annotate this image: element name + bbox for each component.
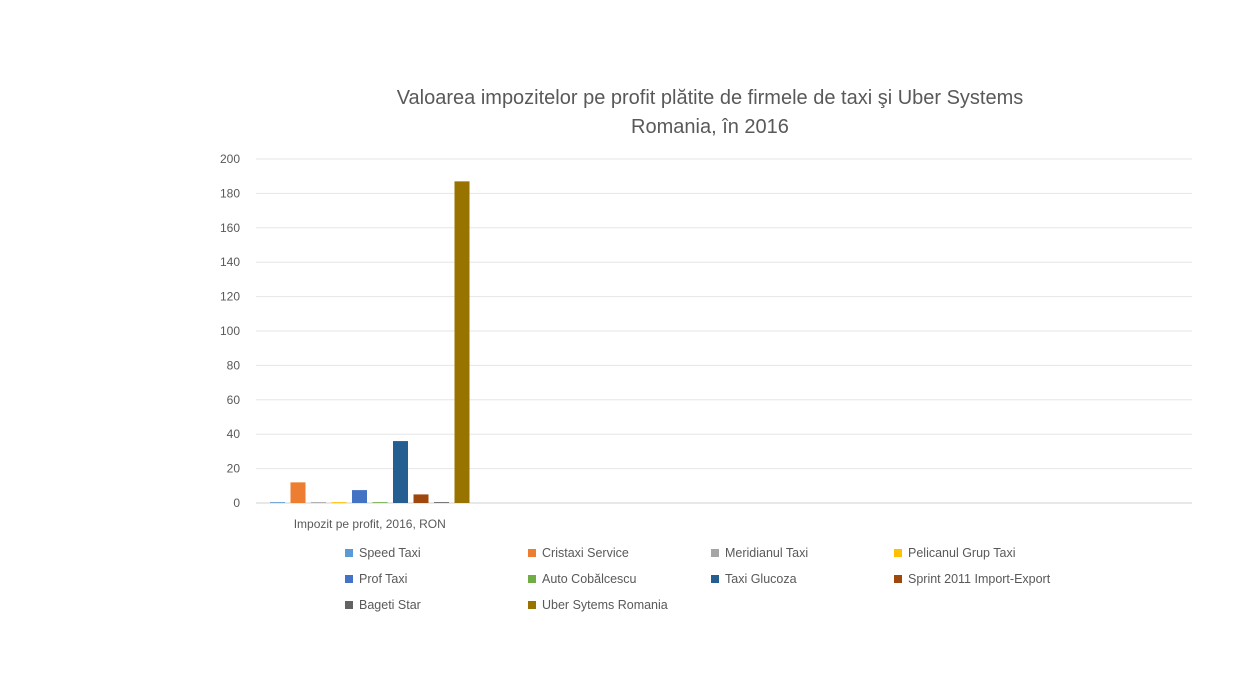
legend-label: Bageti Star bbox=[359, 598, 421, 612]
legend-item: Taxi Glucoza bbox=[711, 570, 894, 588]
y-tick-label: 100 bbox=[220, 324, 240, 338]
chart-title: Valoarea impozitelor pe profit plătite d… bbox=[300, 84, 1120, 142]
y-tick-label: 200 bbox=[220, 152, 240, 166]
bar bbox=[413, 494, 429, 503]
legend-label: Pelicanul Grup Taxi bbox=[908, 546, 1016, 560]
legend-item: Uber Sytems Romania bbox=[528, 596, 711, 614]
y-tick-label: 60 bbox=[227, 393, 241, 407]
bar bbox=[393, 441, 408, 503]
legend-label: Uber Sytems Romania bbox=[542, 598, 668, 612]
legend-item: Prof Taxi bbox=[345, 570, 528, 588]
bar bbox=[290, 482, 306, 503]
legend-item: Speed Taxi bbox=[345, 544, 528, 562]
legend-item: Auto Cobălcescu bbox=[528, 570, 711, 588]
legend-label: Taxi Glucoza bbox=[725, 572, 797, 586]
bar bbox=[434, 502, 449, 503]
chart-title-line-2: Romania, în 2016 bbox=[631, 116, 789, 138]
bar bbox=[454, 181, 470, 504]
legend-swatch bbox=[345, 601, 353, 609]
legend-item: Pelicanul Grup Taxi bbox=[894, 544, 1114, 562]
y-tick-label: 120 bbox=[220, 290, 240, 304]
y-tick-label: 40 bbox=[227, 427, 241, 441]
chart-title-line-1: Valoarea impozitelor pe profit plătite d… bbox=[396, 87, 1024, 109]
legend-label: Auto Cobălcescu bbox=[542, 572, 637, 586]
legend-label: Prof Taxi bbox=[359, 572, 408, 586]
legend-swatch bbox=[894, 549, 902, 557]
legend-label: Speed Taxi bbox=[359, 546, 421, 560]
legend-swatch bbox=[528, 575, 536, 583]
y-tick-label: 140 bbox=[220, 255, 240, 269]
legend-label: Meridianul Taxi bbox=[725, 546, 809, 560]
x-tick-label: Impozit pe profit, 2016, RON bbox=[294, 517, 446, 531]
bar bbox=[352, 490, 367, 503]
bar bbox=[372, 502, 388, 503]
bar bbox=[270, 502, 285, 503]
legend-swatch bbox=[345, 549, 353, 557]
legend-label: Sprint 2011 Import-Export bbox=[908, 572, 1051, 586]
legend-swatch bbox=[528, 549, 536, 557]
legend-swatch bbox=[528, 601, 536, 609]
legend-swatch bbox=[711, 549, 719, 557]
legend: Speed Taxi Cristaxi Service Meridianul Tax… bbox=[345, 544, 1125, 614]
legend-item: Meridianul Taxi bbox=[711, 544, 894, 562]
legend-swatch bbox=[345, 575, 353, 583]
y-tick-label: 0 bbox=[233, 496, 240, 510]
legend-label: Cristaxi Service bbox=[542, 546, 629, 560]
y-tick-label: 80 bbox=[227, 358, 241, 372]
legend-item: Sprint 2011 Import-Export bbox=[894, 570, 1114, 588]
y-tick-label: 160 bbox=[220, 221, 240, 235]
legend-swatch bbox=[894, 575, 902, 583]
bar bbox=[311, 502, 326, 503]
y-tick-label: 180 bbox=[220, 186, 240, 200]
legend-item: Cristaxi Service bbox=[528, 544, 711, 562]
bar bbox=[331, 502, 347, 503]
legend-swatch bbox=[711, 575, 719, 583]
legend-item: Bageti Star bbox=[345, 596, 528, 614]
y-tick-label: 20 bbox=[227, 462, 241, 476]
